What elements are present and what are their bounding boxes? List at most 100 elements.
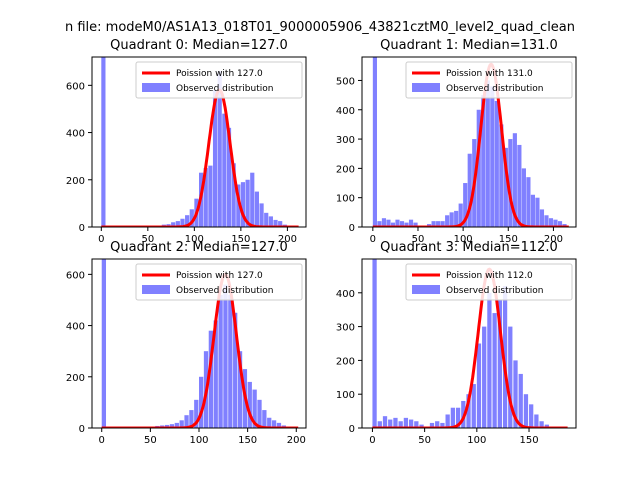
histogram-bar (372, 57, 377, 227)
histogram-bar (101, 57, 106, 227)
histogram-bar (517, 144, 522, 227)
histogram-bar (386, 219, 391, 227)
histogram-bar (171, 222, 176, 227)
histogram-bar (208, 165, 213, 227)
histogram-bar (529, 404, 534, 428)
histogram-bar (393, 417, 398, 428)
histogram-bar (194, 399, 199, 428)
histogram-bar (252, 389, 257, 428)
y-tick-label: 400 (66, 322, 85, 333)
legend-bar-swatch (412, 285, 440, 294)
histogram-bar (179, 420, 184, 428)
histogram-bar (508, 139, 513, 227)
histogram-bar (526, 177, 531, 227)
histogram-bar (382, 416, 388, 428)
histogram-bar (185, 215, 190, 227)
histogram-bar (388, 419, 393, 428)
histogram-bar (481, 95, 486, 227)
histogram-bar (223, 284, 228, 428)
histogram-bar (548, 218, 554, 227)
histogram-bar (245, 179, 250, 227)
histogram-bar (372, 259, 377, 428)
histogram-bar (262, 410, 267, 428)
histogram-bar (476, 343, 482, 428)
histogram-bar (247, 381, 252, 428)
histogram-bar (259, 203, 264, 227)
legend-label: Observed distribution (176, 286, 273, 296)
x-tick-label: 100 (454, 234, 473, 245)
y-tick-label: 200 (66, 373, 85, 384)
y-tick-label: 300 (336, 323, 355, 334)
legend: Poission with 127.0 Observed distribution (135, 263, 303, 301)
histogram-bar (231, 163, 236, 227)
legend: Poission with 127.0 Observed distribution (135, 61, 303, 99)
x-tick-label: 50 (418, 435, 431, 446)
y-tick-label: 200 (336, 164, 355, 175)
histogram-bar (217, 71, 222, 227)
subplot-3: 0 50 100 150 0 100 200 300 400 Quadrant 3: Median… (336, 240, 577, 446)
legend-label: Poission with 127.0 (176, 271, 263, 281)
histogram-bar (476, 109, 481, 227)
histogram-bar (539, 209, 545, 227)
histogram-bar (503, 147, 508, 227)
subplot-0: 0 50 100 150 200 0 200 400 600 Quadrant 0: Median… (66, 38, 307, 245)
histogram-bar (212, 90, 218, 227)
histogram-bar (454, 210, 459, 227)
histogram-bar (534, 414, 539, 428)
y-tick-label: 100 (336, 194, 355, 205)
histogram-bar (273, 219, 278, 227)
histogram-bar (377, 221, 382, 227)
legend-label: Observed distribution (446, 84, 543, 94)
histogram-bar (398, 421, 403, 428)
y-tick-label: 400 (336, 289, 355, 300)
histogram-bar (440, 422, 445, 428)
histogram-bar (431, 221, 436, 227)
x-tick-label: 50 (412, 234, 425, 245)
histogram-bar (482, 326, 487, 428)
histogram-bar (467, 153, 472, 227)
histogram-bar (463, 183, 468, 227)
poisson-line (100, 88, 300, 227)
histogram-bar (390, 222, 396, 227)
histogram-bar (492, 313, 497, 428)
legend-label: Poission with 112.0 (446, 271, 533, 281)
legend-label: Observed distribution (446, 286, 543, 296)
poisson-line (372, 267, 569, 428)
histogram-bar (429, 422, 435, 428)
y-tick-label: 300 (336, 135, 355, 146)
histogram-bar (184, 415, 189, 428)
x-tick-label: 200 (287, 435, 306, 446)
histogram-bar (523, 394, 529, 428)
histogram-bar (175, 221, 180, 227)
y-tick-label: 0 (349, 223, 355, 234)
y-tick-label: 0 (349, 424, 355, 435)
histogram-bar (169, 424, 175, 428)
x-tick-label: 150 (231, 234, 250, 245)
plot-area (372, 57, 570, 227)
y-tick-label: 0 (79, 424, 85, 435)
histogram-bar (264, 212, 269, 227)
legend-box (135, 61, 303, 99)
y-tick-label: 400 (66, 129, 85, 140)
histogram-bar (419, 424, 424, 428)
histogram-bar (445, 414, 450, 428)
histogram-bar (544, 424, 549, 428)
legend-bar-swatch (142, 83, 170, 92)
plot-area (100, 57, 300, 227)
histogram-bar (233, 312, 238, 428)
legend-box (135, 263, 303, 301)
subplot-title: Quadrant 2: Median=127.0 (110, 240, 288, 255)
axes-frame (361, 56, 577, 228)
histogram-bar (445, 215, 450, 227)
histogram-bar (377, 421, 382, 428)
histogram-bar (213, 320, 218, 428)
x-tick-label: 0 (369, 435, 375, 446)
x-tick-label: 200 (544, 234, 563, 245)
histogram-bar (518, 373, 523, 428)
legend-label: Poission with 131.0 (446, 69, 533, 79)
histogram-bar (180, 218, 185, 227)
legend-box (405, 263, 573, 301)
histogram-bar (413, 222, 418, 227)
histogram-bar (101, 259, 107, 428)
histogram-bar (449, 212, 454, 227)
